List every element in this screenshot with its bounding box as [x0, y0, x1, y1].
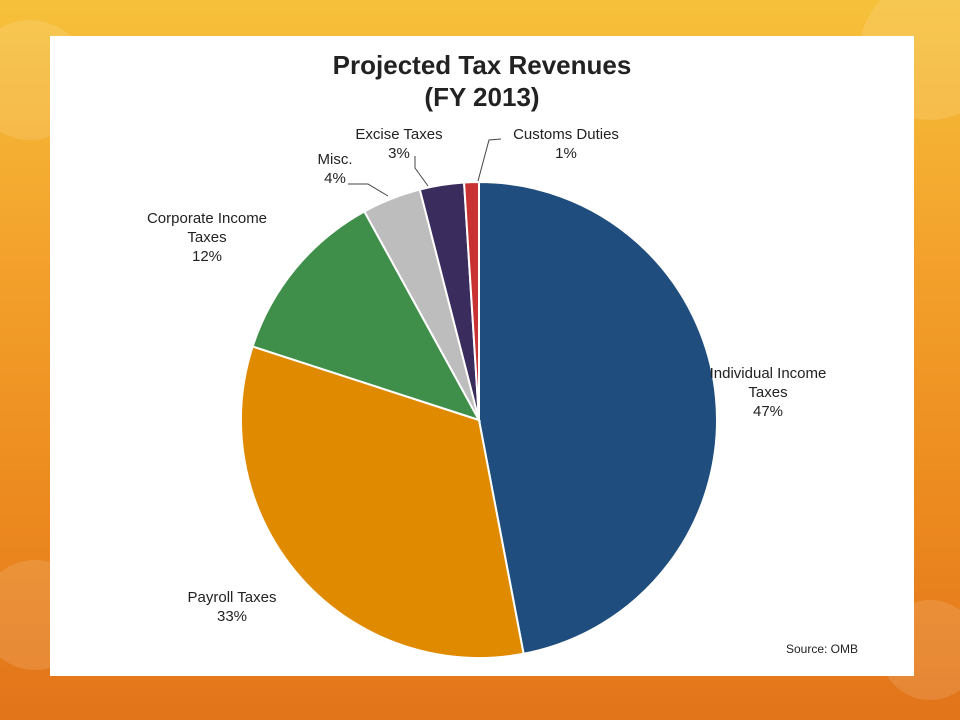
- leader-line: [477, 138, 502, 182]
- chart-subtitle: (FY 2013): [424, 82, 540, 112]
- source-note: Source: OMB: [786, 642, 858, 656]
- slice-label: Individual Income Taxes 47%: [710, 365, 827, 420]
- slice-label: Misc. 4%: [318, 151, 353, 187]
- pie-slice-customs-duties: [462, 180, 480, 421]
- chart-panel: Projected Tax Revenues (FY 2013) Individ…: [50, 36, 914, 676]
- slice-label: Payroll Taxes 33%: [188, 589, 277, 625]
- slice-label: Corporate Income Taxes 12%: [147, 210, 267, 265]
- leader-line: [414, 156, 429, 187]
- leader-line: [348, 183, 389, 197]
- chart-title: Projected Tax Revenues: [332, 50, 632, 80]
- pie-slice-payroll-taxes: [240, 345, 525, 659]
- slice-label: Customs Duties 1%: [513, 126, 619, 162]
- slice-label: Excise Taxes 3%: [355, 126, 442, 162]
- pie-slice-individual-income-taxes: [478, 180, 718, 655]
- pie-slice-corporate-income-taxes: [251, 210, 482, 422]
- pie-chart: Individual Income Taxes 47% Payroll Taxes 33…: [147, 126, 858, 659]
